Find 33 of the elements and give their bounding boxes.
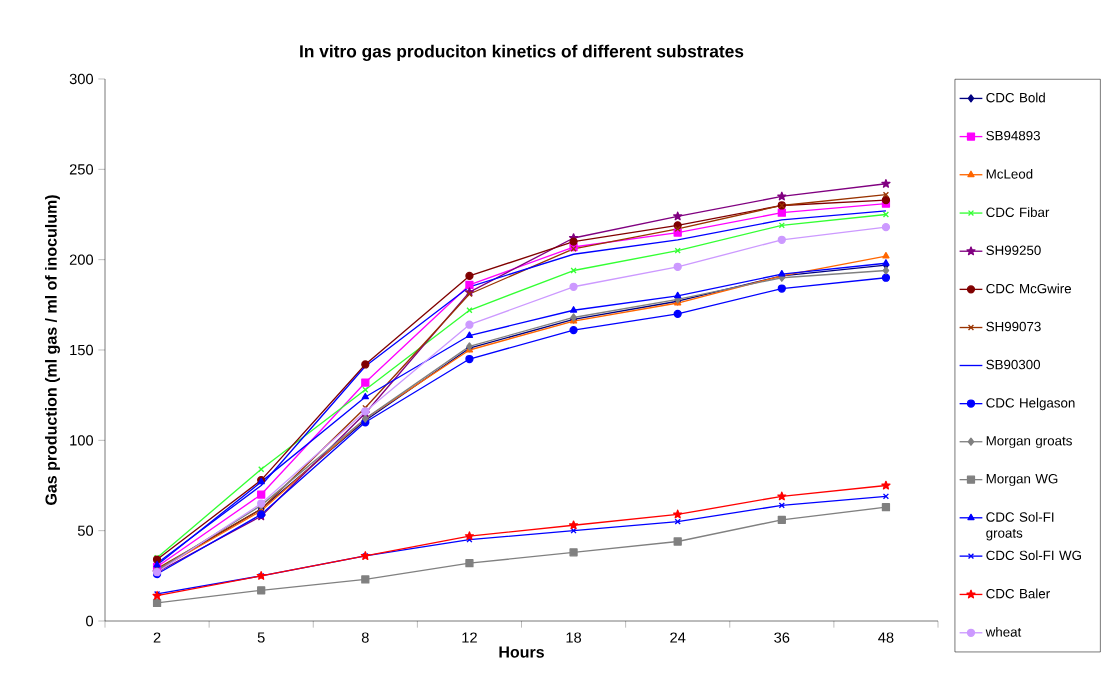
legend-label: CDC Baler <box>986 588 1050 599</box>
chart-title: In vitro gas produciton kinetics of different substrates <box>300 44 744 61</box>
x-tick-label: 48 <box>878 632 894 643</box>
y-tick-label: 200 <box>69 254 94 265</box>
x-tick-label: 8 <box>361 632 369 643</box>
y-tick-label: 0 <box>86 615 94 627</box>
y-axis-title: Gas production (ml gas / ml of inoculum) <box>45 195 60 505</box>
legend-label: SH99073 <box>986 321 1041 332</box>
legend-label: CDC McGwire <box>986 283 1072 294</box>
x-tick-label: 18 <box>566 632 582 643</box>
x-tick-label: 24 <box>670 632 686 643</box>
y-tick-label: 150 <box>70 344 94 356</box>
legend-label: Morgan groats <box>986 436 1072 449</box>
x-tick-label: 36 <box>774 632 790 643</box>
legend-label: CDC Helgason <box>986 397 1075 411</box>
legend-label: Morgan WG <box>986 473 1058 487</box>
legend-label: McLeod <box>986 168 1033 179</box>
legend-label: CDC Sol-FI groats <box>986 511 1054 541</box>
x-tick-label: 5 <box>257 632 265 643</box>
x-axis-title: Hours <box>499 646 544 658</box>
x-tick-label: 12 <box>462 632 477 643</box>
y-tick-label: 250 <box>69 164 94 175</box>
legend-label: SB94893 <box>986 130 1040 141</box>
x-tick-label: 2 <box>153 632 161 643</box>
legend-label: CDC Fibar <box>986 207 1050 218</box>
y-tick-label: 100 <box>70 435 94 446</box>
y-tick-label: 300 <box>69 73 94 85</box>
legend-label: CDC Sol-FI WG <box>986 550 1081 561</box>
y-tick-label: 50 <box>77 525 94 536</box>
legend-label: SB90300 <box>986 359 1041 370</box>
legend-label: SH99250 <box>986 245 1041 255</box>
legend-label: CDC Bold <box>986 92 1045 103</box>
legend-label: wheat <box>985 626 1022 637</box>
